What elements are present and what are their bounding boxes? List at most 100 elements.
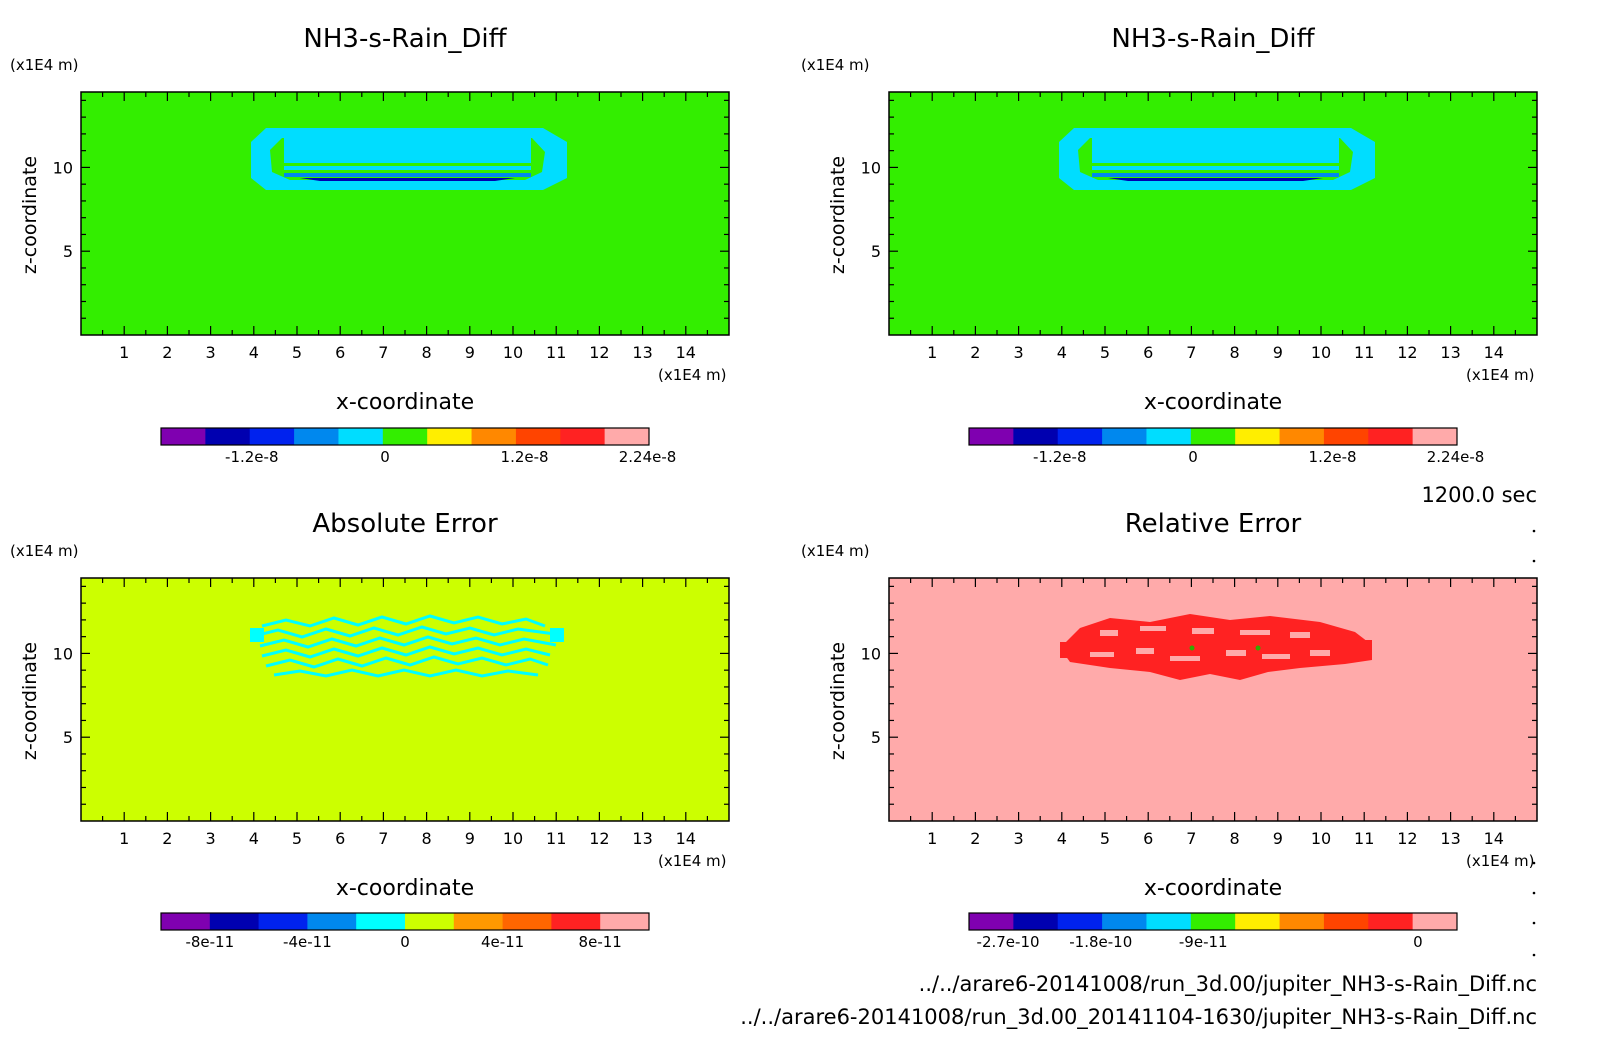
colorbar-swatch (1057, 913, 1103, 930)
colorbar-swatch (338, 428, 384, 445)
panel-3-error-pattern-1 (261, 614, 546, 628)
x-tick-label: 2 (970, 343, 980, 362)
panel-4-hole (1192, 628, 1214, 634)
panel-4-green-dot (1255, 645, 1261, 651)
colorbar-swatch (1323, 913, 1369, 930)
panel-1-y-unit: (x1E4 m) (10, 56, 79, 74)
x-tick-label: 6 (335, 829, 345, 848)
x-tick-label: 9 (465, 829, 475, 848)
colorbar-frame (968, 427, 1458, 446)
panel-4-hole (1290, 632, 1310, 638)
colorbar-swatch (502, 913, 552, 930)
panel-4-hole (1310, 650, 1330, 656)
x-tick-label: 1 (119, 829, 129, 848)
x-tick-label: 8 (422, 343, 432, 362)
x-tick-label: 10 (503, 343, 523, 362)
panel-1-ylabel: z-coordinate (19, 156, 41, 274)
x-tick-label: 3 (206, 343, 216, 362)
x-tick-label: 12 (589, 343, 609, 362)
x-tick-label: 11 (1354, 343, 1374, 362)
colorbar-label: -8e-11 (185, 933, 234, 951)
x-tick-label: 14 (676, 829, 696, 848)
x-tick-label: 11 (1354, 829, 1374, 848)
colorbar-label: -1.2e-8 (225, 448, 278, 466)
panel-1-minimum (300, 178, 515, 181)
panel-1-core (284, 134, 531, 164)
colorbar-swatch (1190, 913, 1236, 930)
panel-3-error-pattern-4 (261, 645, 551, 659)
marker-dot (1532, 559, 1536, 563)
panel-4-error-block-right (1352, 640, 1372, 658)
colorbar-label: 2.24e-8 (1427, 448, 1485, 466)
panel-4-colorbar: -2.7e-10 -1.8e-10 -9e-11 0 (968, 912, 1458, 951)
x-tick-label: 11 (546, 343, 566, 362)
panel-4-x-unit: (x1E4 m) (1466, 852, 1535, 870)
panel-1-x-unit: (x1E4 m) (658, 366, 727, 384)
x-tick-label: 10 (1311, 829, 1331, 848)
colorbar-swatch (1412, 913, 1458, 930)
colorbar-swatch (1190, 428, 1236, 445)
colorbar-label: 1.2e-8 (501, 448, 549, 466)
panel-4-xlabel: x-coordinate (1144, 876, 1282, 901)
x-tick-label: 9 (1273, 829, 1283, 848)
x-tick-label: 13 (632, 829, 652, 848)
colorbar-label: -9e-11 (1179, 933, 1228, 951)
colorbar-swatch (1368, 913, 1414, 930)
colorbar-swatch (453, 913, 504, 930)
colorbar-frame (160, 912, 650, 931)
colorbar-label: 0 (400, 933, 410, 951)
colorbar-swatch (1146, 913, 1192, 930)
colorbar-swatch (209, 913, 260, 930)
x-tick-label: 5 (1100, 343, 1110, 362)
x-tick-label: 7 (1186, 829, 1196, 848)
colorbar-swatch (1279, 428, 1325, 445)
x-tick-label: 5 (292, 829, 302, 848)
colorbar-swatch (1013, 428, 1059, 445)
colorbar-label: -2.7e-10 (977, 933, 1040, 951)
panel-1-title: NH3-s-Rain_Diff (303, 24, 507, 54)
colorbar-swatch (1102, 428, 1147, 445)
x-tick-label: 8 (1230, 343, 1240, 362)
file-path-2: ../../arare6-20141008/run_3d.00_20141104… (740, 1005, 1537, 1030)
colorbar-swatch (1235, 913, 1281, 930)
colorbar-swatch (1235, 428, 1281, 445)
x-tick-label: 5 (292, 343, 302, 362)
colorbar-label: -1.2e-8 (1033, 448, 1086, 466)
x-tick-label: 3 (206, 829, 216, 848)
x-tick-label: 14 (1484, 829, 1504, 848)
x-tick-label: 6 (335, 343, 345, 362)
panel-2-colorbar: -1.2e-8 0 1.2e-8 2.24e-8 (968, 427, 1485, 466)
colorbar-swatch (161, 913, 211, 930)
colorbar-swatch (1279, 913, 1325, 930)
colorbar-swatch (1368, 428, 1414, 445)
x-tick-label: 3 (1014, 829, 1024, 848)
colorbar-swatch (471, 428, 517, 445)
panel-1-band-3 (284, 170, 531, 173)
colorbar-label: 1.2e-8 (1309, 448, 1357, 466)
panel-3-error-pattern-6 (273, 668, 539, 678)
panel-4-feature (1060, 614, 1372, 680)
panel-3-error-pattern-3 (259, 635, 557, 649)
colorbar-swatch (258, 913, 308, 930)
panel-2-band-4 (1092, 173, 1339, 177)
colorbar-swatch (969, 428, 1014, 445)
panel-4-hole (1240, 630, 1270, 635)
panel-4-error-region (1060, 614, 1372, 680)
panel-1-band-4 (284, 173, 531, 177)
x-tick-label: 12 (589, 829, 609, 848)
panel-3-y-unit: (x1E4 m) (10, 542, 79, 560)
panel-3-error-pattern-5 (265, 655, 549, 669)
panel-3-error-block-right (550, 628, 564, 642)
panel-3-error-block-left (250, 628, 264, 642)
panel-2-band-1 (1092, 163, 1339, 166)
x-tick-label: 11 (546, 829, 566, 848)
marker-dot (1532, 891, 1536, 895)
x-tick-label: 13 (1440, 343, 1460, 362)
colorbar-swatch (249, 428, 295, 445)
panel-2-minimum (1108, 178, 1323, 181)
panel-4-title: Relative Error (1125, 509, 1302, 539)
